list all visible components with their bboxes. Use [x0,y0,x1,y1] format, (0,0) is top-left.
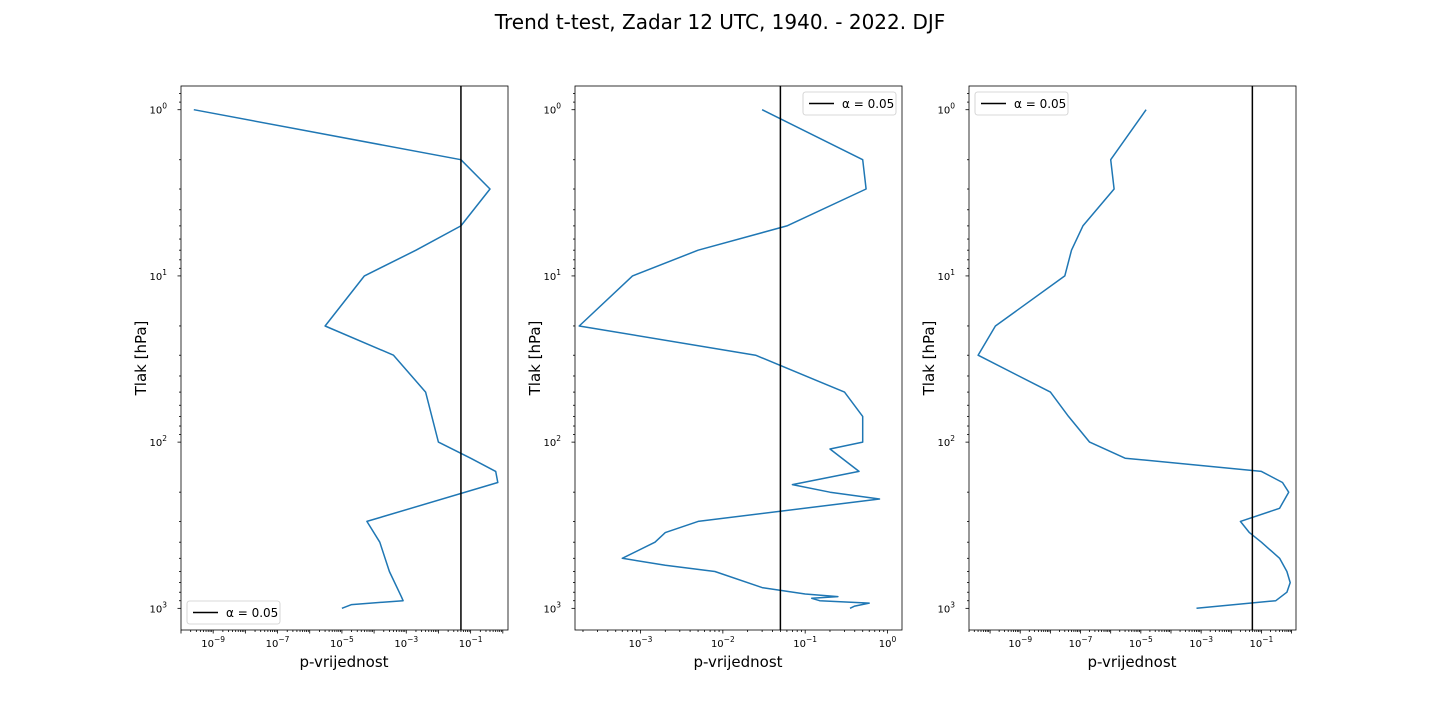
y-tick-label: 100 [937,102,955,117]
x-tick-label: 10−5 [1129,635,1153,650]
x-tick-label: 10−3 [394,635,418,650]
subplot-2: 10−3 10−2 10−1 100 100 101 102 103 α = 0.05 p-vr… [526,85,903,671]
x-tick-label: 10−3 [1189,635,1213,650]
x-axis-label: p-vrijednost [1087,653,1176,671]
y-axis-label: Tlak [hPa] [132,321,150,397]
x-tick-label: 10−7 [1069,635,1093,650]
plot-area-3: 10−9 10−7 10−5 10−3 10−1 100 101 102 103 α = 0.05 [937,85,1297,650]
figure-title: Trend t-test, Zadar 12 UTC, 1940. - 2022… [494,10,946,34]
y-tick-label: 100 [149,102,167,117]
legend: α = 0.05 [186,600,281,625]
axes-frame [180,85,509,631]
legend-label: α = 0.05 [1014,97,1066,111]
plot-area-1: 10−9 10−7 10−5 10−3 10−1 100 101 102 103 α = 0.05 [149,85,509,650]
legend: α = 0.05 [802,91,897,116]
y-axis-label: Tlak [hPa] [526,321,544,397]
y-tick-label: 103 [543,600,561,615]
y-tick-label: 102 [149,434,167,449]
x-tick-label: 10−9 [1008,635,1032,650]
x-axis-label: p-vrijednost [299,653,388,671]
x-tick-label: 10−2 [711,635,735,650]
legend: α = 0.05 [974,91,1069,116]
legend-label: α = 0.05 [226,606,278,620]
y-tick-label: 103 [937,600,955,615]
x-tick-label: 10−7 [266,635,290,650]
y-tick-label: 101 [149,268,167,283]
y-tick-label: 103 [149,600,167,615]
y-tick-label: 101 [543,268,561,283]
y-tick-label: 101 [937,268,955,283]
x-tick-label: 10−9 [201,635,225,650]
y-tick-label: 102 [543,434,561,449]
subplot-1: 10−9 10−7 10−5 10−3 10−1 100 101 102 103 α = 0.05… [132,85,509,671]
axes-frame [574,85,903,631]
p-value-line [977,109,1291,610]
x-tick-label: 100 [879,635,897,650]
subplot-3: 10−9 10−7 10−5 10−3 10−1 100 101 102 103 α = 0.05… [920,85,1297,671]
x-tick-label: 10−1 [459,635,483,650]
legend-box [974,91,1069,116]
p-value-line [578,109,881,609]
y-tick-label: 102 [937,434,955,449]
x-axis-label: p-vrijednost [693,653,782,671]
y-axis-label: Tlak [hPa] [920,321,938,397]
plot-area-2: 10−3 10−2 10−1 100 100 101 102 103 α = 0.05 [543,85,903,650]
y-tick-label: 100 [543,102,561,117]
legend-box [186,600,281,625]
axes-frame [968,85,1297,631]
x-tick-label: 10−1 [1250,635,1274,650]
x-tick-label: 10−1 [793,635,817,650]
legend-label: α = 0.05 [842,97,894,111]
p-value-line [193,108,499,610]
legend-box [802,91,897,116]
x-tick-label: 10−5 [330,635,354,650]
x-tick-label: 10−3 [629,635,653,650]
